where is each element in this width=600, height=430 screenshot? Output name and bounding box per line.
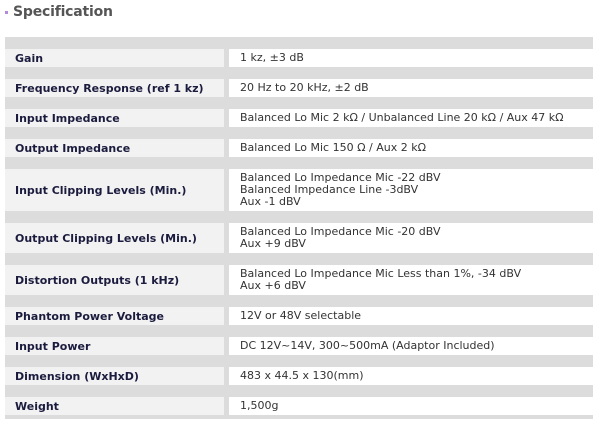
- spec-value-line: Balanced Impedance Line -3dBV: [240, 183, 419, 196]
- spec-value-line: Balanced Lo Mic 150 Ω / Aux 2 kΩ: [240, 141, 426, 154]
- spec-row: Input Impedance Balanced Lo Mic 2 kΩ / Un…: [5, 109, 593, 127]
- spec-label: Gain: [5, 49, 224, 67]
- spec-value-line: Aux -1 dBV: [240, 195, 301, 208]
- spec-label: Frequency Response (ref 1 kz): [5, 79, 224, 97]
- spec-label: Input Power: [5, 337, 224, 355]
- spec-value: 483 x 44.5 x 130(mm): [229, 367, 593, 385]
- spec-row: Output Impedance Balanced Lo Mic 150 Ω / …: [5, 139, 593, 157]
- spec-row: Gain 1 kz, ±3 dB: [5, 49, 593, 67]
- spec-value-line: 1 kz, ±3 dB: [240, 51, 304, 64]
- spec-value: Balanced Lo Impedance Mic Less than 1%, …: [229, 265, 593, 295]
- spec-value: Balanced Lo Mic 2 kΩ / Unbalanced Line 2…: [229, 109, 593, 127]
- spec-value: 1 kz, ±3 dB: [229, 49, 593, 67]
- spec-value-line: Balanced Lo Impedance Mic -22 dBV: [240, 171, 441, 184]
- spec-row: Phantom Power Voltage 12V or 48V selectab…: [5, 307, 593, 325]
- spec-label: Input Impedance: [5, 109, 224, 127]
- spec-value-line: 483 x 44.5 x 130(mm): [240, 369, 364, 382]
- spec-label: Output Clipping Levels (Min.): [5, 223, 224, 253]
- spec-row: Distortion Outputs (1 kHz) Balanced Lo Im…: [5, 265, 593, 295]
- spec-label: Output Impedance: [5, 139, 224, 157]
- section-title: Specification: [5, 4, 113, 20]
- spec-value-line: Aux +6 dBV: [240, 279, 306, 292]
- spec-row: Output Clipping Levels (Min.) Balanced Lo…: [5, 223, 593, 253]
- spec-value-line: Balanced Lo Mic 2 kΩ / Unbalanced Line 2…: [240, 111, 564, 124]
- spec-value-line: DC 12V~14V, 300~500mA (Adaptor Included): [240, 339, 495, 352]
- spec-value: Balanced Lo Impedance Mic -20 dBV Aux +9 …: [229, 223, 593, 253]
- spec-value-line: 20 Hz to 20 kHz, ±2 dB: [240, 81, 369, 94]
- spec-value-line: Balanced Lo Impedance Mic -20 dBV: [240, 225, 441, 238]
- spec-row: Frequency Response (ref 1 kz) 20 Hz to 20…: [5, 79, 593, 97]
- spec-value: DC 12V~14V, 300~500mA (Adaptor Included): [229, 337, 593, 355]
- spec-value-line: Aux +9 dBV: [240, 237, 306, 250]
- spec-value-line: 12V or 48V selectable: [240, 309, 362, 322]
- spec-row: Weight 1,500g: [5, 397, 593, 415]
- spec-label: Phantom Power Voltage: [5, 307, 224, 325]
- bullet-icon: [5, 10, 8, 14]
- section-title-text: Specification: [13, 4, 113, 20]
- spec-label: Dimension (WxHxD): [5, 367, 224, 385]
- spec-label: Input Clipping Levels (Min.): [5, 169, 224, 211]
- spec-value-line: 1,500g: [240, 399, 279, 412]
- spec-value: 12V or 48V selectable: [229, 307, 593, 325]
- spec-value-line: Balanced Lo Impedance Mic Less than 1%, …: [240, 267, 522, 280]
- spec-value: 20 Hz to 20 kHz, ±2 dB: [229, 79, 593, 97]
- spec-row: Input Clipping Levels (Min.) Balanced Lo …: [5, 169, 593, 211]
- spec-value: Balanced Lo Mic 150 Ω / Aux 2 kΩ: [229, 139, 593, 157]
- spec-label: Distortion Outputs (1 kHz): [5, 265, 224, 295]
- spec-value: Balanced Lo Impedance Mic -22 dBV Balance…: [229, 169, 593, 211]
- spec-row: Dimension (WxHxD) 483 x 44.5 x 130(mm): [5, 367, 593, 385]
- spec-table: Gain 1 kz, ±3 dB Frequency Response (ref 1…: [5, 37, 593, 419]
- spec-value: 1,500g: [229, 397, 593, 415]
- spec-row: Input Power DC 12V~14V, 300~500mA (Adapto…: [5, 337, 593, 355]
- spec-label: Weight: [5, 397, 224, 415]
